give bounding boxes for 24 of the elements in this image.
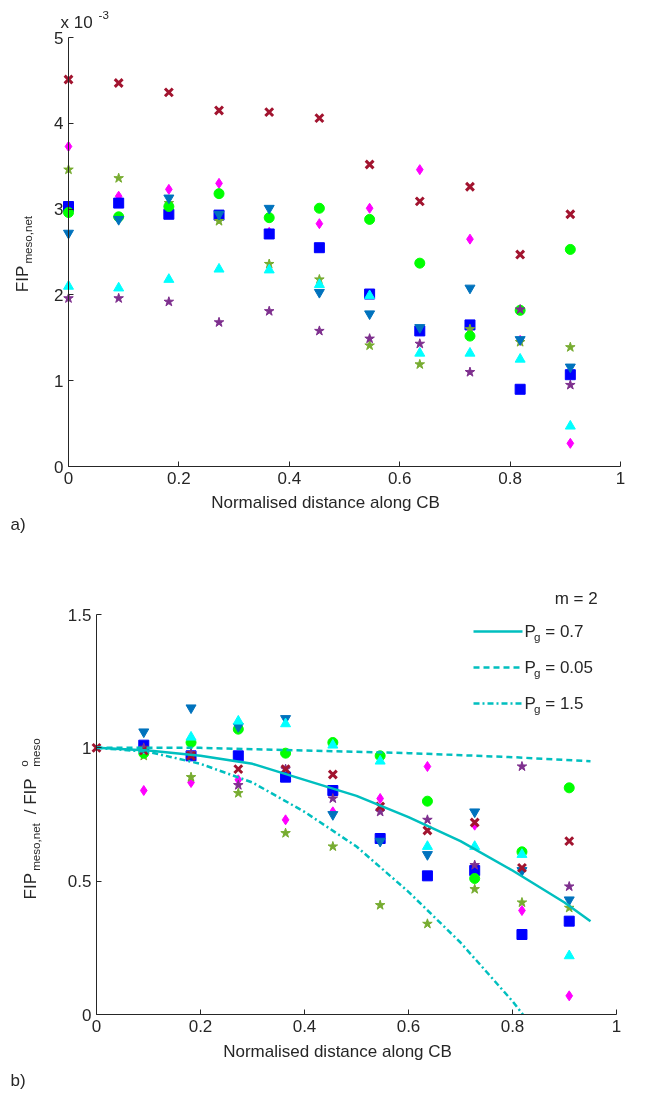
x-axis-title: Normalised distance along CB xyxy=(223,1042,452,1061)
y-tick-label: 2 xyxy=(54,285,64,305)
x-tick-label: 0.4 xyxy=(292,1016,317,1036)
x-tick-label: 0.4 xyxy=(277,468,302,488)
y-tick-label: 3 xyxy=(54,200,64,220)
x-tick-label: 1 xyxy=(615,468,626,488)
legend-title: m = 2 xyxy=(554,589,598,608)
y-tick-label: 1.5 xyxy=(67,605,92,625)
x-axis-title: Normalised distance along CB xyxy=(211,493,440,512)
y-tick-label: 1 xyxy=(82,738,92,758)
x-tick-label: 0.8 xyxy=(500,1016,525,1036)
text: b) xyxy=(10,1071,26,1090)
x-tick-label: 0.8 xyxy=(498,468,522,488)
y-axis-title: FIPmeso,net / FIPomeso xyxy=(16,738,43,900)
x-tick-label: 1 xyxy=(611,1016,622,1036)
x-tick-label: 0.2 xyxy=(167,468,191,488)
y-tick-label: 0.5 xyxy=(67,872,92,892)
y-axis-title: FIPmeso,net xyxy=(13,215,35,293)
x-tick-label: 0.6 xyxy=(396,1016,421,1036)
y-tick-label: 1 xyxy=(54,371,64,391)
text: a) xyxy=(10,515,26,534)
y-tick-label: 4 xyxy=(54,114,64,134)
x-tick-label: 0.6 xyxy=(387,468,412,488)
x-tick-label: 0.2 xyxy=(188,1016,213,1036)
